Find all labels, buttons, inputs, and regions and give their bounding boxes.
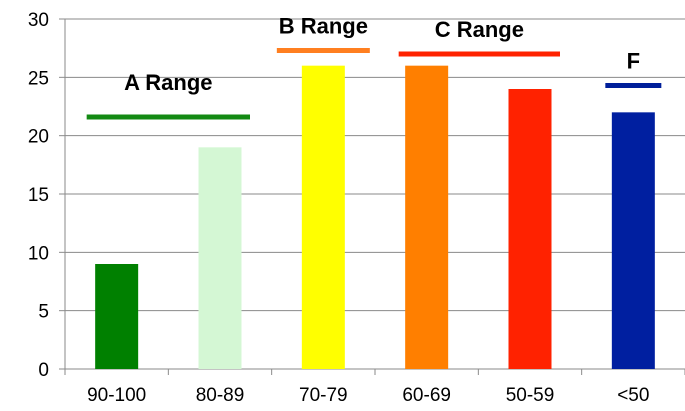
bar-3 bbox=[301, 65, 345, 370]
gridlines bbox=[65, 18, 685, 312]
x-tick-labels: 90-100 80-89 70-79 60-69 50-59 <50 bbox=[87, 385, 649, 406]
range-label-4: F bbox=[627, 49, 640, 74]
bars bbox=[95, 65, 655, 370]
bar-5 bbox=[508, 89, 552, 369]
y-tick-label: 5 bbox=[38, 302, 49, 323]
y-tick-label: 30 bbox=[28, 10, 49, 31]
bar-4 bbox=[405, 65, 449, 370]
bar-6 bbox=[611, 112, 655, 369]
y-tick-label: 15 bbox=[28, 185, 49, 206]
x-tick-label: 80-89 bbox=[196, 385, 245, 406]
x-tick-label: 70-79 bbox=[299, 385, 348, 406]
y-tick-label: 20 bbox=[28, 127, 49, 148]
y-tick-label: 0 bbox=[38, 360, 49, 381]
axes bbox=[59, 18, 685, 375]
y-tick-labels: 0 5 10 15 20 25 30 bbox=[28, 10, 49, 381]
x-tick-label: <50 bbox=[617, 385, 649, 406]
y-tick-label: 25 bbox=[28, 68, 49, 89]
range-label-2: B Range bbox=[279, 14, 368, 39]
y-tick-label: 10 bbox=[28, 243, 49, 264]
x-tick-label: 60-69 bbox=[402, 385, 451, 406]
x-tick-label: 50-59 bbox=[506, 385, 555, 406]
bar-2 bbox=[198, 147, 242, 369]
bar-1 bbox=[95, 264, 139, 369]
range-annotations: A Range B Range C Range F bbox=[86, 14, 662, 120]
range-label-3: C Range bbox=[435, 17, 524, 42]
x-tick-label: 90-100 bbox=[87, 385, 146, 406]
range-label-1: A Range bbox=[124, 70, 212, 95]
